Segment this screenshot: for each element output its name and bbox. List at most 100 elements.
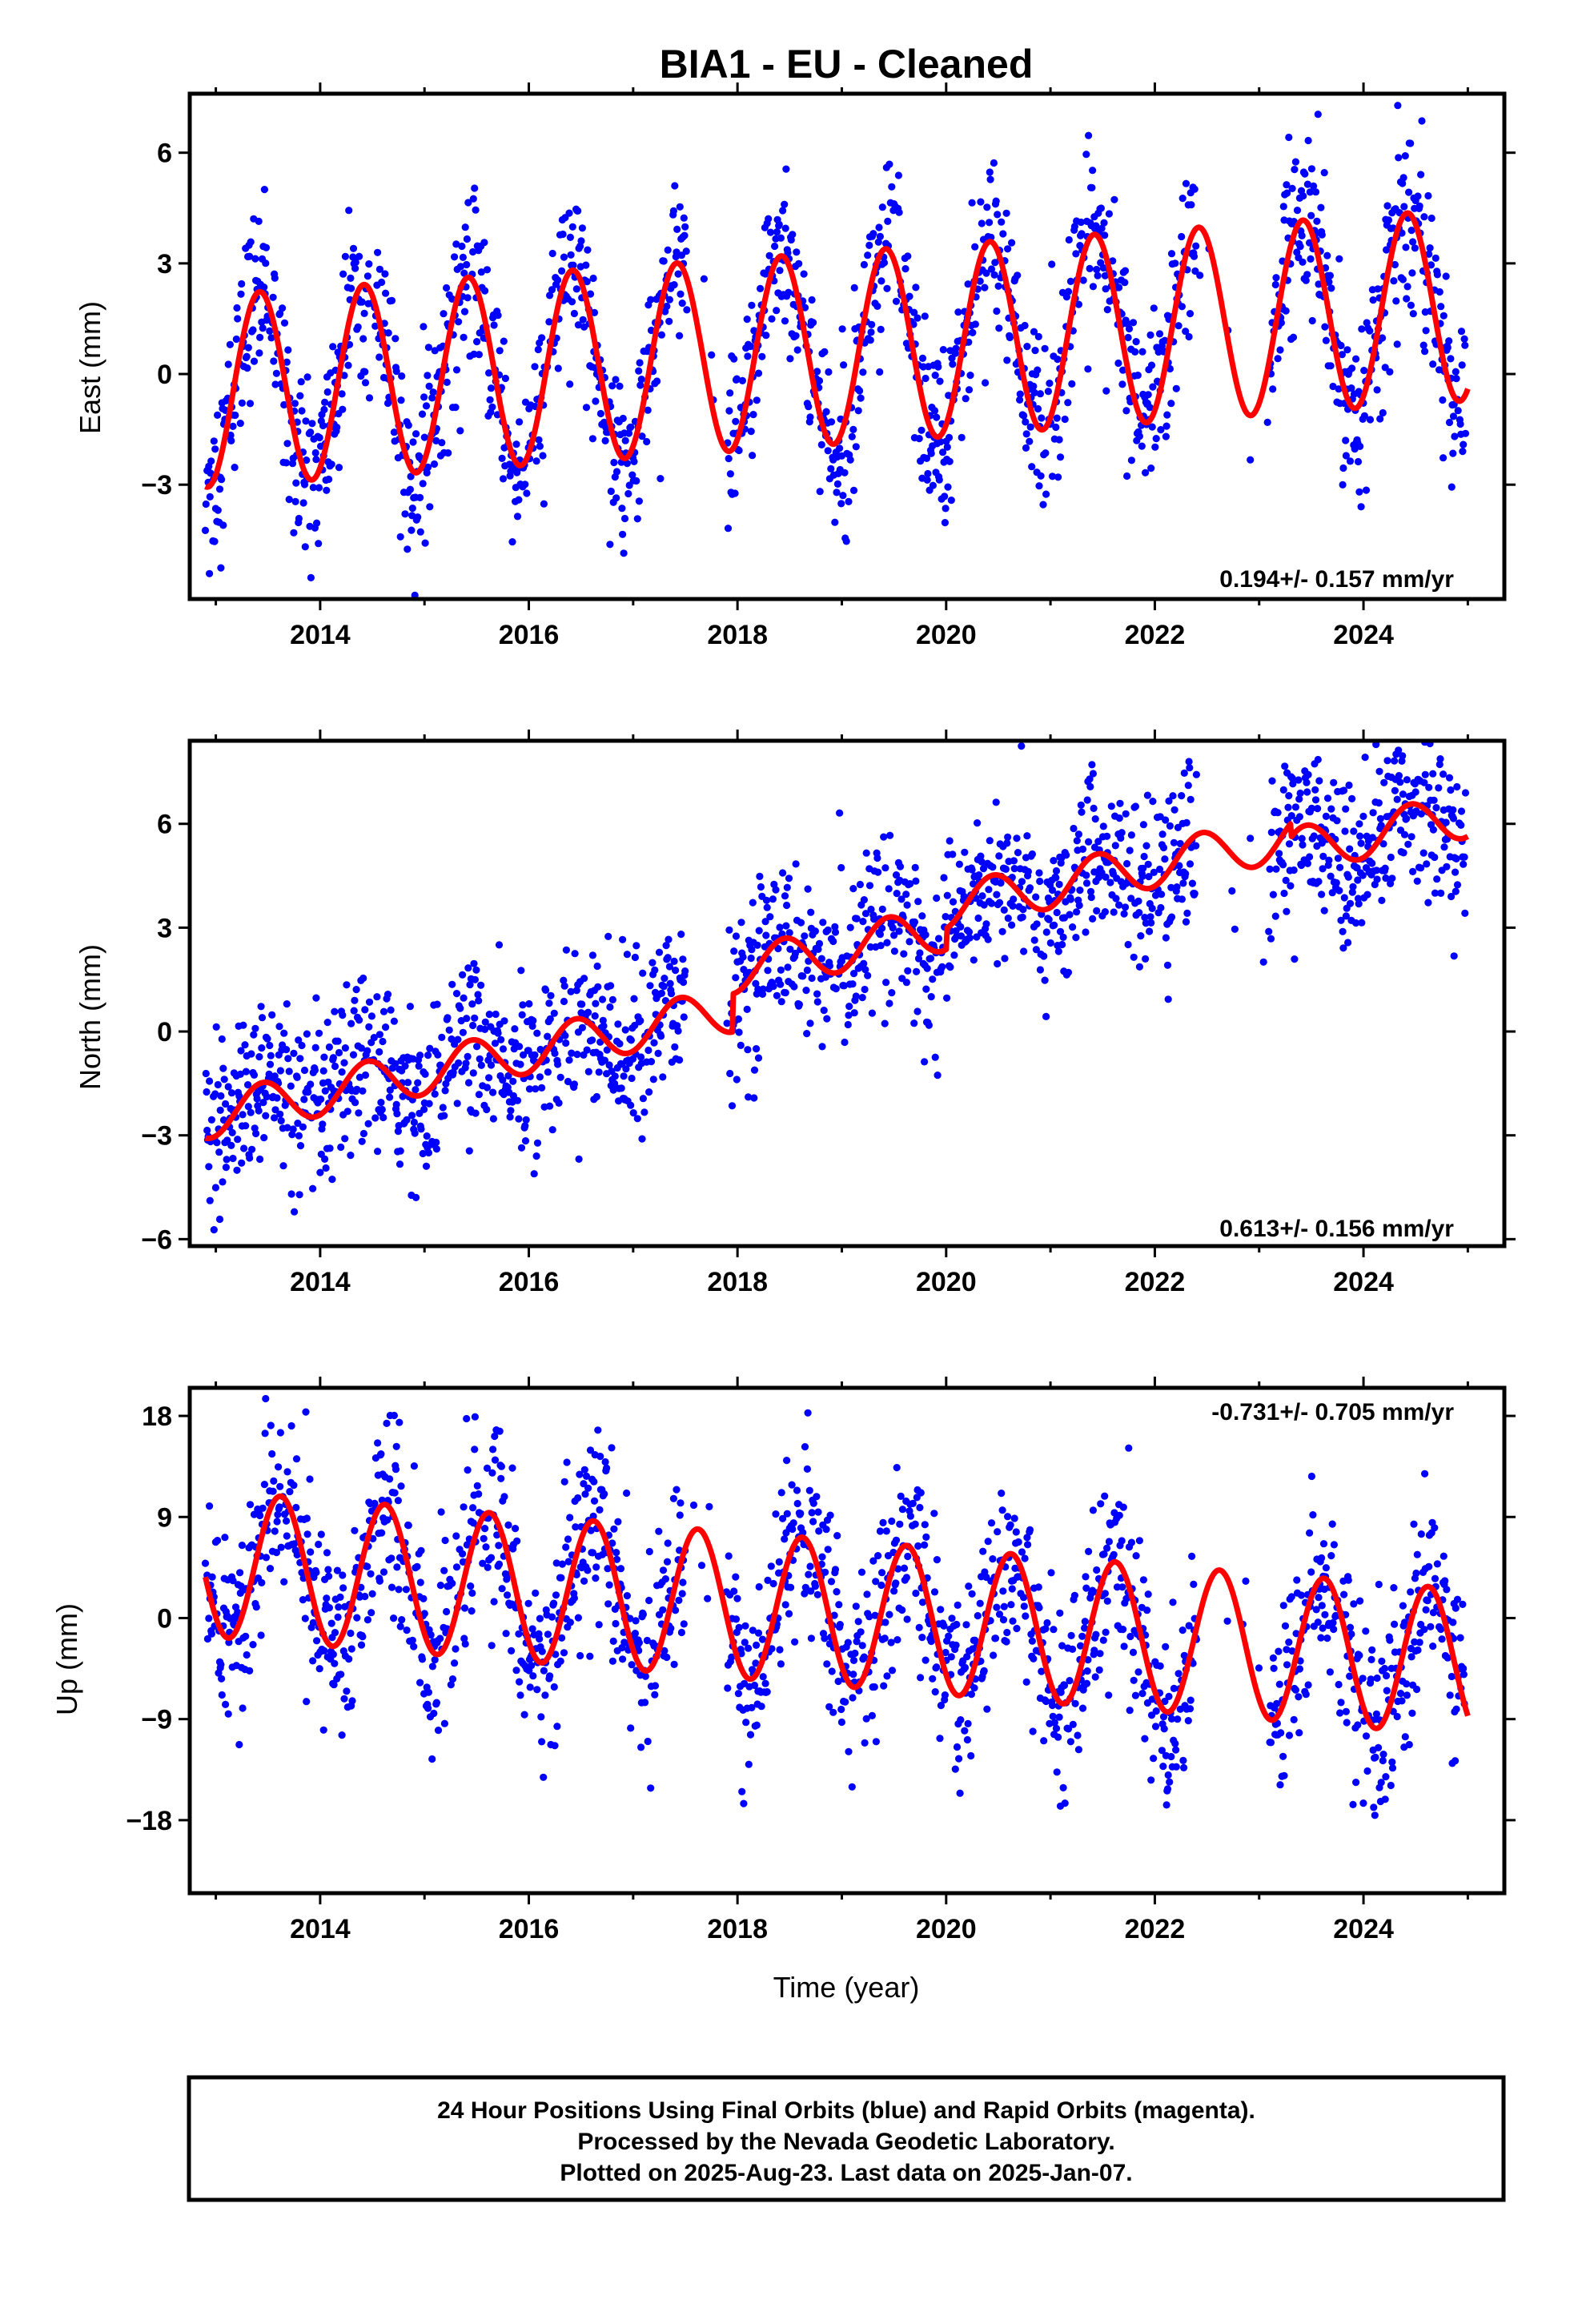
observation-point	[351, 996, 359, 1004]
observation-point	[538, 1647, 546, 1655]
observation-point	[765, 251, 773, 259]
observation-point	[904, 1552, 912, 1561]
observation-point	[860, 896, 868, 904]
observation-point	[354, 323, 362, 331]
observation-point	[1115, 901, 1123, 909]
observation-point	[793, 1499, 801, 1508]
observation-point	[552, 1651, 560, 1659]
observation-point	[1280, 1771, 1288, 1779]
observation-point	[1412, 1569, 1420, 1578]
observation-point	[552, 1591, 560, 1599]
observation-point	[552, 1559, 560, 1567]
observation-point	[1425, 783, 1433, 791]
observation-point	[319, 1067, 327, 1075]
observation-point	[470, 959, 478, 967]
observation-point	[1407, 139, 1415, 147]
observation-point	[1075, 901, 1083, 910]
observation-point	[1395, 772, 1403, 780]
observation-point	[872, 1738, 880, 1746]
observation-point	[1082, 871, 1090, 879]
observation-point	[675, 1596, 683, 1604]
observation-point	[479, 1559, 487, 1567]
observation-point	[1268, 777, 1276, 785]
observation-point	[464, 1079, 473, 1087]
observation-point	[1162, 934, 1170, 942]
observation-point	[364, 1120, 372, 1128]
observation-point	[295, 514, 303, 523]
observation-point	[909, 320, 917, 328]
observation-point	[496, 347, 504, 355]
observation-point	[1184, 782, 1192, 790]
observation-point	[210, 1226, 218, 1234]
observation-point	[546, 1102, 554, 1110]
observation-point	[1038, 414, 1046, 422]
observation-point	[437, 1508, 445, 1516]
observation-point	[404, 1522, 412, 1530]
observation-point	[490, 1598, 498, 1606]
observation-point	[398, 372, 406, 380]
observation-point	[256, 1511, 264, 1520]
observation-point	[1297, 1591, 1306, 1599]
observation-point	[827, 1578, 836, 1586]
observation-point	[291, 1208, 299, 1216]
observation-point	[1147, 919, 1155, 927]
observation-point	[617, 1084, 625, 1092]
observation-point	[392, 368, 400, 376]
observation-point	[464, 294, 472, 302]
observation-point	[967, 1691, 975, 1699]
observation-point	[293, 1550, 301, 1559]
observation-point	[243, 1651, 251, 1659]
observation-point	[1167, 883, 1175, 891]
observation-point	[1003, 839, 1011, 847]
observation-point	[242, 1632, 250, 1640]
observation-point	[1034, 332, 1042, 340]
observation-point	[832, 985, 840, 993]
observation-point	[459, 1028, 468, 1036]
observation-point	[974, 1612, 982, 1620]
observation-point	[1088, 761, 1096, 769]
observation-point	[1263, 418, 1271, 427]
observation-point	[550, 1683, 558, 1691]
observation-point	[418, 410, 427, 418]
observation-point	[998, 927, 1006, 935]
observation-point	[1121, 903, 1130, 911]
observation-point	[382, 1023, 390, 1031]
observation-point	[584, 1008, 592, 1016]
observation-point	[1379, 334, 1387, 342]
observation-point	[1083, 1667, 1091, 1675]
observation-point	[1413, 1685, 1421, 1694]
observation-point	[504, 1591, 512, 1599]
observation-point	[781, 317, 789, 325]
observation-point	[584, 1566, 592, 1574]
observation-point	[978, 219, 986, 227]
observation-point	[564, 1558, 572, 1566]
observation-point	[211, 445, 219, 453]
observation-point	[317, 1096, 325, 1104]
observation-point	[676, 1511, 684, 1519]
observation-point	[1159, 1713, 1168, 1721]
observation-point	[1192, 770, 1200, 778]
observation-point	[244, 1103, 252, 1111]
observation-point	[401, 1062, 409, 1070]
observation-point	[469, 195, 477, 203]
observation-point	[517, 1144, 526, 1152]
observation-point	[1073, 908, 1081, 916]
observation-point	[247, 1108, 255, 1116]
observation-point	[219, 521, 227, 529]
observation-point	[1276, 1781, 1284, 1789]
observation-point	[319, 421, 327, 430]
observation-point	[977, 852, 985, 860]
observation-point	[1178, 1626, 1186, 1634]
observation-point	[251, 255, 259, 263]
observation-point	[1052, 866, 1061, 875]
observation-point	[1158, 891, 1166, 899]
observation-point	[676, 1056, 684, 1064]
observation-point	[1380, 778, 1388, 786]
observation-point	[367, 1609, 375, 1617]
observation-point	[572, 1523, 580, 1531]
observation-point	[650, 1039, 658, 1047]
observation-point	[382, 289, 390, 297]
observation-point	[1061, 415, 1069, 424]
observation-point	[532, 1085, 540, 1093]
observation-point	[494, 312, 502, 320]
